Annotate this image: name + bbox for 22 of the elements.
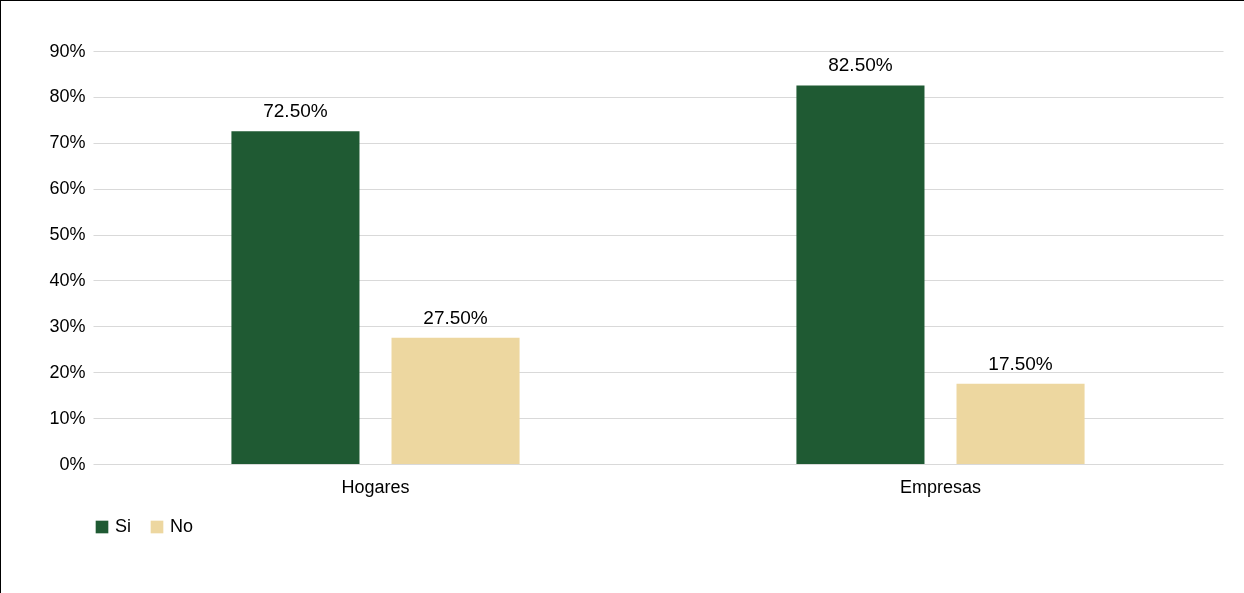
bar bbox=[956, 383, 1085, 464]
legend-label: No bbox=[170, 516, 194, 536]
y-tick-label: 10% bbox=[49, 407, 86, 428]
x-tick-label: Hogares bbox=[341, 476, 410, 497]
bar bbox=[796, 85, 925, 464]
y-tick-label: 30% bbox=[49, 315, 86, 336]
data-label: 82.50% bbox=[828, 54, 893, 76]
y-tick-label: 80% bbox=[49, 86, 86, 107]
y-tick-label: 50% bbox=[49, 224, 86, 245]
data-label: 27.50% bbox=[423, 306, 488, 328]
data-label: 72.50% bbox=[263, 100, 328, 122]
y-tick-label: 90% bbox=[49, 40, 86, 61]
y-tick-label: 0% bbox=[59, 453, 86, 474]
y-tick-label: 20% bbox=[49, 361, 86, 382]
y-tick-label: 70% bbox=[49, 132, 86, 153]
x-tick-label: Empresas bbox=[899, 476, 982, 497]
data-label: 17.50% bbox=[988, 352, 1053, 374]
legend-label: Si bbox=[115, 516, 132, 536]
y-tick-label: 40% bbox=[49, 269, 86, 290]
bar bbox=[231, 131, 360, 464]
bar bbox=[391, 337, 520, 464]
y-tick-label: 60% bbox=[49, 178, 86, 199]
